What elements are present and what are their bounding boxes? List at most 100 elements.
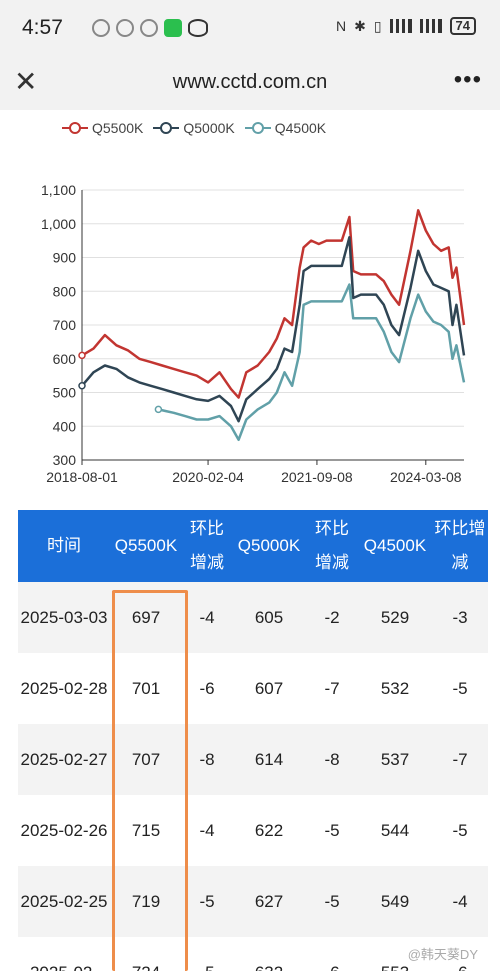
col-header-change: 环比增减 (432, 510, 488, 582)
signal-icon (419, 19, 442, 33)
page-content: Q5500K Q5000K Q4500K 300 400 500 600 700 800 9… (12, 110, 488, 971)
table-cell: -5 (306, 866, 358, 937)
y-tick-label: 700 (53, 317, 77, 333)
table-cell: 697 (110, 582, 182, 653)
x-tick-label: 2018-08-01 (46, 469, 118, 485)
table-cell: -8 (306, 724, 358, 795)
table-cell: -7 (306, 653, 358, 724)
col-header-change: 环比增减 (182, 510, 232, 582)
more-options-button[interactable]: ••• (453, 66, 482, 93)
col-header-q5000k: Q5000K (232, 510, 306, 582)
table-row[interactable]: 2025-02-26 715 -4 622 -5 544 -5 (18, 795, 488, 866)
table-cell: -4 (182, 795, 232, 866)
legend-marker (153, 121, 180, 135)
table-cell: 632 (232, 937, 306, 971)
table-row[interactable]: 2025-02-28 701 -6 607 -7 532 -5 (18, 653, 488, 724)
browser-bar: ✕ www.cctd.com.cn ••• (0, 58, 500, 110)
notification-icon (92, 19, 110, 37)
page-url[interactable]: www.cctd.com.cn (172, 71, 328, 93)
table-cell: 2025-03-03 (18, 582, 110, 653)
table-row[interactable]: 2025-02-27 707 -8 614 -8 537 -7 (18, 724, 488, 795)
table-cell: 707 (110, 724, 182, 795)
y-tick-label: 800 (53, 283, 77, 299)
table-row[interactable]: 2025-02-724-5632-6553-6 (18, 937, 488, 971)
table-cell: 701 (110, 653, 182, 724)
legend-label: Q5000K (183, 120, 235, 136)
table-cell: -3 (432, 582, 488, 653)
wechat-icon (164, 19, 182, 37)
table-cell: 2025-02-28 (18, 653, 110, 724)
legend-item[interactable]: Q5500K (62, 120, 143, 136)
y-tick-label: 300 (53, 452, 77, 468)
legend-item[interactable]: Q5000K (153, 120, 235, 136)
table-cell: 622 (232, 795, 306, 866)
series-point (154, 405, 163, 414)
col-header-q5500k: Q5500K (110, 510, 182, 582)
table-cell: -6 (182, 653, 232, 724)
status-bar: 4:57 N ✱ ▯ 74 (0, 0, 500, 58)
table-cell: 627 (232, 866, 306, 937)
table-cell: 544 (358, 795, 432, 866)
table-cell: -8 (182, 724, 232, 795)
highlight-box (112, 590, 188, 971)
legend-marker (244, 121, 271, 135)
table-cell: 549 (358, 866, 432, 937)
table-cell: -5 (182, 866, 232, 937)
table-cell: 537 (358, 724, 432, 795)
notification-icons (92, 19, 208, 37)
table-row[interactable]: 2025-03-03 697 -4 605 -2 529 -3 (18, 582, 488, 653)
table-cell: 607 (232, 653, 306, 724)
series-line-q4500k (158, 283, 466, 442)
table-cell: 715 (110, 795, 182, 866)
table-cell: 2025-02- (18, 937, 110, 971)
y-tick-label: 900 (53, 250, 77, 266)
price-line-chart[interactable]: 300 400 500 600 700 800 900 1,000 1,100 2018-08-0… (12, 170, 488, 486)
x-tick-label: 2024-03-08 (390, 469, 462, 485)
table-cell: 2025-02-25 (18, 866, 110, 937)
battery-icon: 74 (449, 17, 476, 35)
y-tick-label: 600 (53, 351, 77, 367)
notification-icon (116, 19, 134, 37)
table-cell: -5 (182, 937, 232, 971)
vibrate-icon: ▯ (373, 17, 382, 34)
table-cell: 719 (110, 866, 182, 937)
series-line-q5000k (81, 236, 466, 423)
table-cell: 529 (358, 582, 432, 653)
bluetooth-icon: ✱ (354, 17, 366, 34)
table-cell: 605 (232, 582, 306, 653)
col-header-change: 环比增减 (306, 510, 358, 582)
table-header-row: 时间 Q5500K 环比增减 Q5000K 环比增减 Q4500K 环比增减 (18, 510, 488, 582)
legend-label: Q5500K (92, 120, 144, 136)
system-icons: N ✱ ▯ 74 (336, 17, 476, 35)
y-tick-label: 500 (53, 385, 77, 401)
table-cell: -5 (432, 795, 488, 866)
signal-icon (389, 19, 412, 33)
y-tick-label: 1,000 (41, 216, 76, 232)
table-cell: 724 (110, 937, 182, 971)
x-tick-label: 2020-02-04 (172, 469, 244, 485)
col-header-q4500k: Q4500K (358, 510, 432, 582)
table-cell: -7 (432, 724, 488, 795)
close-button[interactable]: ✕ (14, 66, 38, 97)
series-line-q5500k (81, 209, 466, 399)
nfc-icon: N (335, 18, 347, 34)
table-cell: -2 (306, 582, 358, 653)
table-cell: -4 (182, 582, 232, 653)
table-cell: 2025-02-26 (18, 795, 110, 866)
legend-marker (62, 121, 88, 135)
x-tick-label: 2021-09-08 (281, 469, 353, 485)
series-point (78, 351, 86, 360)
table-cell: 614 (232, 724, 306, 795)
chart-legend: Q5500K Q5000K Q4500K (62, 120, 326, 136)
table-cell: -5 (432, 653, 488, 724)
legend-label: Q4500K (274, 120, 327, 136)
table-row[interactable]: 2025-02-25 719 -5 627 -5 549 -4 (18, 866, 488, 937)
table-cell: -6 (432, 937, 488, 971)
y-tick-label: 1,100 (41, 182, 76, 198)
legend-item[interactable]: Q4500K (244, 120, 327, 136)
table-cell: -6 (306, 937, 358, 971)
eye-icon (188, 19, 208, 37)
col-header-date: 时间 (18, 510, 110, 582)
status-time: 4:57 (22, 16, 63, 39)
price-table: 时间 Q5500K 环比增减 Q5000K 环比增减 Q4500K 环比增减 2… (18, 510, 488, 971)
